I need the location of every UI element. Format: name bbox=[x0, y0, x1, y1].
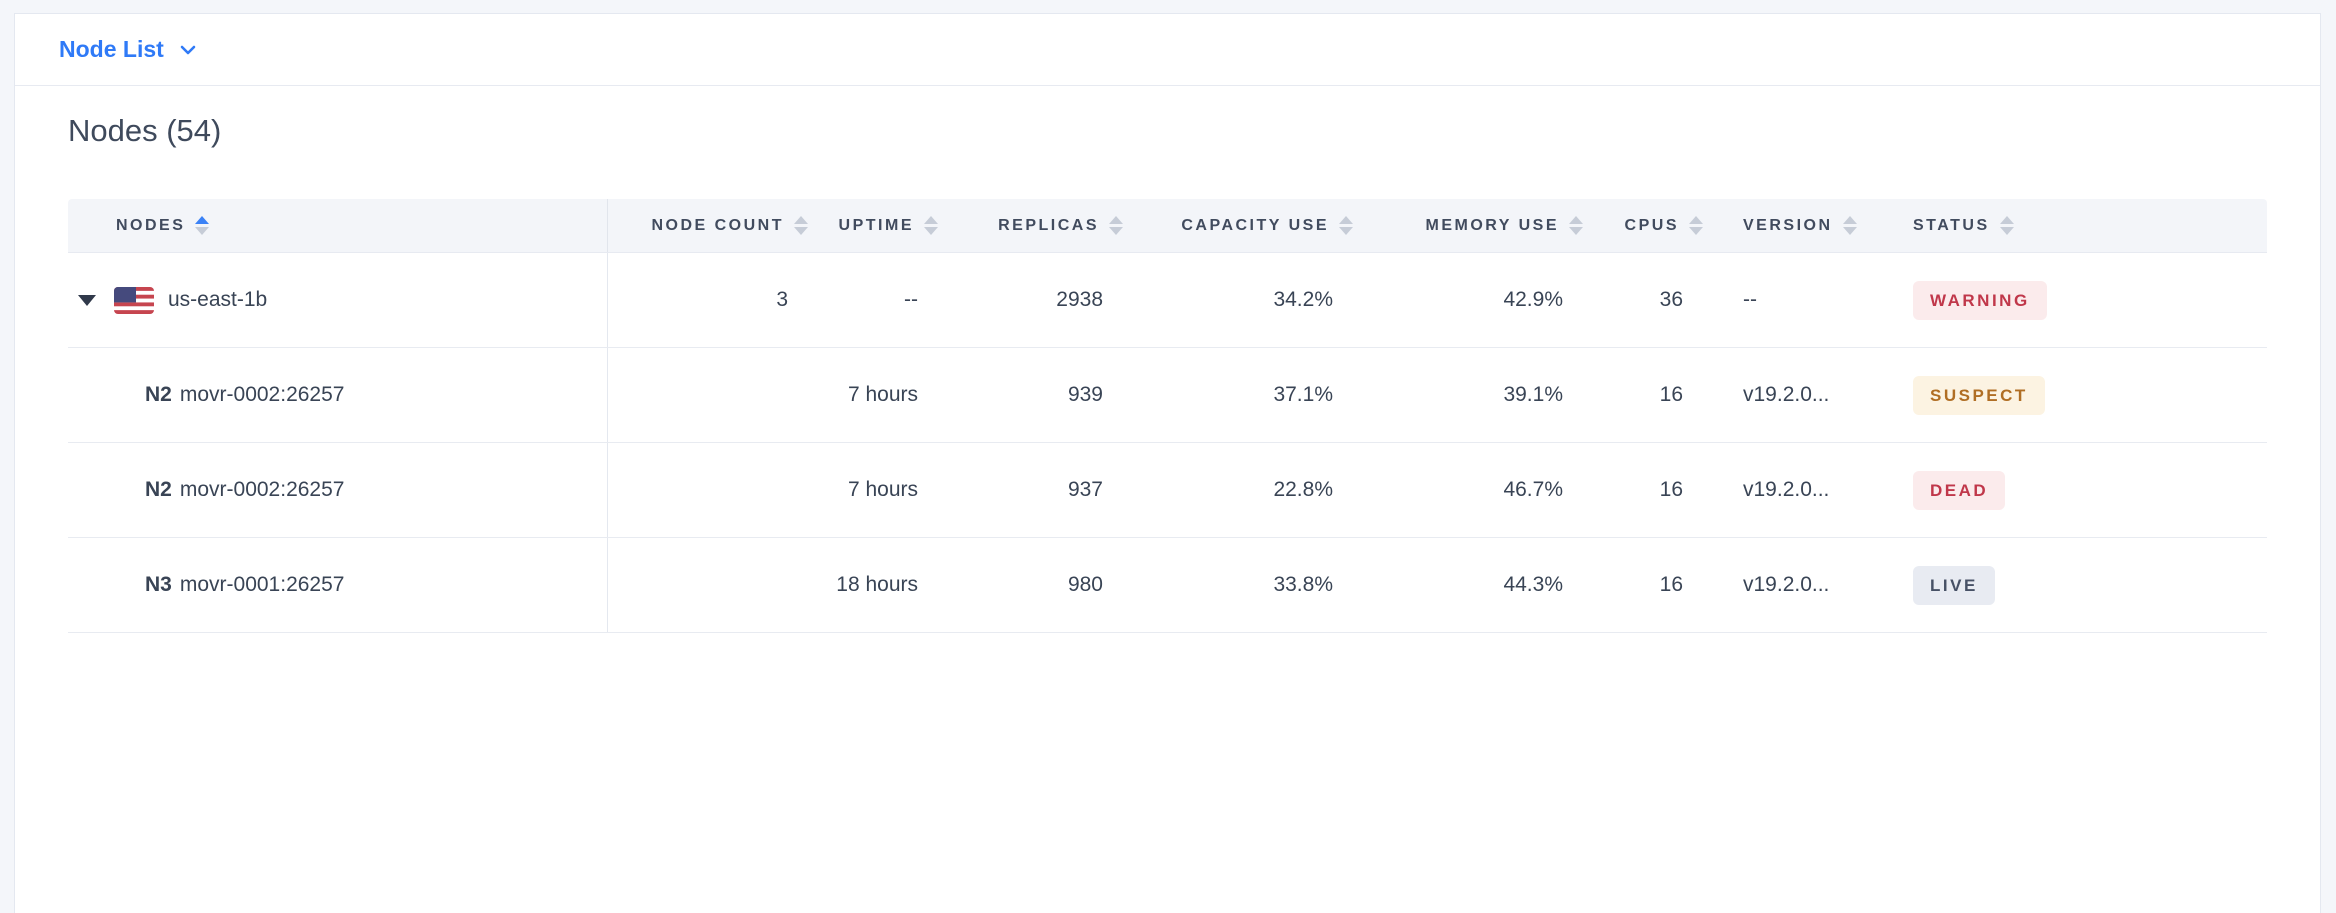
node-id: N2 bbox=[145, 383, 172, 406]
capacity-use-cell: 34.2% bbox=[1273, 288, 1333, 311]
column-header-label: CPUS bbox=[1624, 216, 1679, 234]
sort-icon[interactable] bbox=[1999, 216, 2014, 235]
node-address: movr-0002:26257 bbox=[179, 383, 345, 406]
cpus-cell: 16 bbox=[1659, 478, 1683, 501]
memory-use-cell: 44.3% bbox=[1503, 573, 1563, 596]
cpus-cell: 16 bbox=[1659, 573, 1683, 596]
nodes-table: NODES NODE COUNT UPTIME bbox=[68, 199, 2267, 633]
chevron-down-icon bbox=[178, 40, 198, 60]
view-switcher-bar: Node List bbox=[15, 14, 2320, 86]
uptime-cell: 18 hours bbox=[836, 573, 918, 596]
version-cell: v19.2.0... bbox=[1743, 573, 1830, 596]
column-header-label: VERSION bbox=[1743, 216, 1833, 234]
column-header-label: STATUS bbox=[1913, 216, 1990, 234]
replicas-cell: 980 bbox=[1067, 573, 1103, 596]
column-header-uptime[interactable]: UPTIME bbox=[808, 199, 938, 252]
replicas-cell: 2938 bbox=[1056, 288, 1103, 311]
node-count-cell: 3 bbox=[776, 288, 788, 311]
column-header-cpus[interactable]: CPUS bbox=[1583, 199, 1703, 252]
capacity-use-cell: 22.8% bbox=[1273, 478, 1333, 501]
uptime-cell: 7 hours bbox=[847, 478, 918, 501]
table-header-row: NODES NODE COUNT UPTIME bbox=[68, 199, 2267, 253]
column-header-label: CAPACITY USE bbox=[1181, 216, 1329, 234]
node-name-cell[interactable]: N2 movr-0002:26257 bbox=[68, 443, 608, 537]
uptime-cell: 7 hours bbox=[847, 383, 918, 406]
memory-use-cell: 46.7% bbox=[1503, 478, 1563, 501]
status-badge: DEAD bbox=[1913, 470, 2006, 510]
column-header-status[interactable]: STATUS bbox=[1873, 199, 2267, 252]
column-header-version[interactable]: VERSION bbox=[1703, 199, 1873, 252]
sort-icon[interactable] bbox=[1109, 216, 1123, 235]
node-address: movr-0002:26257 bbox=[179, 478, 345, 501]
node-count-cell bbox=[608, 443, 808, 537]
region-cell[interactable]: us-east-1b bbox=[68, 253, 608, 347]
status-cell: LIVE bbox=[1873, 538, 2267, 632]
node-count-cell bbox=[608, 348, 808, 442]
column-header-label: NODES bbox=[116, 216, 186, 234]
table-row-node[interactable]: N2 movr-0002:26257 7 hours 939 37.1% 39.… bbox=[68, 348, 2267, 443]
sort-icon[interactable] bbox=[794, 216, 808, 235]
content-area: Nodes (54) NODES NODE COUNT UPTIME bbox=[15, 113, 2320, 633]
view-dropdown[interactable]: Node List bbox=[59, 36, 198, 63]
column-header-replicas[interactable]: REPLICAS bbox=[938, 199, 1123, 252]
node-count-cell bbox=[608, 538, 808, 632]
status-badge: LIVE bbox=[1913, 565, 1995, 605]
cpus-cell: 16 bbox=[1659, 383, 1683, 406]
version-cell: -- bbox=[1743, 288, 1757, 311]
status-cell: SUSPECT bbox=[1873, 348, 2267, 442]
node-name-cell[interactable]: N3 movr-0001:26257 bbox=[68, 538, 608, 632]
node-id: N2 bbox=[145, 478, 172, 501]
status-cell: WARNING bbox=[1873, 253, 2267, 347]
column-header-capacity-use[interactable]: CAPACITY USE bbox=[1123, 199, 1353, 252]
column-header-label: NODE COUNT bbox=[651, 216, 784, 234]
capacity-use-cell: 33.8% bbox=[1273, 573, 1333, 596]
column-header-memory-use[interactable]: MEMORY USE bbox=[1353, 199, 1583, 252]
sort-icon[interactable] bbox=[195, 216, 210, 235]
collapse-caret-icon[interactable] bbox=[78, 294, 96, 306]
sort-icon[interactable] bbox=[924, 216, 938, 235]
column-header-label: MEMORY USE bbox=[1425, 216, 1559, 234]
view-dropdown-label[interactable]: Node List bbox=[59, 36, 164, 62]
node-address: movr-0001:26257 bbox=[179, 573, 345, 596]
memory-use-cell: 39.1% bbox=[1503, 383, 1563, 406]
uptime-cell: -- bbox=[904, 288, 918, 311]
sort-icon[interactable] bbox=[1842, 216, 1857, 235]
node-id: N3 bbox=[145, 573, 172, 596]
node-name-cell[interactable]: N2 movr-0002:26257 bbox=[68, 348, 608, 442]
status-badge: SUSPECT bbox=[1913, 375, 2045, 415]
table-row-region[interactable]: us-east-1b 3 -- 2938 34.2% 42.9% 36 -- W… bbox=[68, 253, 2267, 348]
sort-icon[interactable] bbox=[1569, 216, 1583, 235]
sort-icon[interactable] bbox=[1339, 216, 1353, 235]
status-cell: DEAD bbox=[1873, 443, 2267, 537]
column-header-label: UPTIME bbox=[838, 216, 914, 234]
status-badge: WARNING bbox=[1913, 280, 2047, 320]
column-header-label: REPLICAS bbox=[998, 216, 1099, 234]
version-cell: v19.2.0... bbox=[1743, 478, 1830, 501]
cpus-cell: 36 bbox=[1659, 288, 1683, 311]
replicas-cell: 939 bbox=[1067, 383, 1103, 406]
sort-icon[interactable] bbox=[1689, 216, 1703, 235]
column-header-node-count[interactable]: NODE COUNT bbox=[608, 199, 808, 252]
capacity-use-cell: 37.1% bbox=[1273, 383, 1333, 406]
us-flag-icon bbox=[114, 286, 154, 314]
page-title: Nodes (54) bbox=[68, 113, 222, 148]
replicas-cell: 937 bbox=[1067, 478, 1103, 501]
node-list-card: Node List Nodes (54) NODES NODE COUNT bbox=[14, 13, 2321, 913]
table-row-node[interactable]: N2 movr-0002:26257 7 hours 937 22.8% 46.… bbox=[68, 443, 2267, 538]
table-row-node[interactable]: N3 movr-0001:26257 18 hours 980 33.8% 44… bbox=[68, 538, 2267, 633]
memory-use-cell: 42.9% bbox=[1503, 288, 1563, 311]
version-cell: v19.2.0... bbox=[1743, 383, 1830, 406]
region-name[interactable]: us-east-1b bbox=[168, 288, 268, 311]
column-header-nodes[interactable]: NODES bbox=[68, 199, 608, 252]
